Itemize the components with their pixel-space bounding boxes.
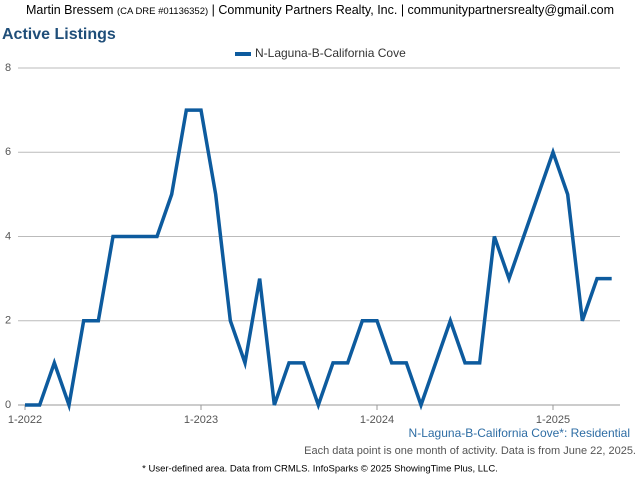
x-tick-label: 1-2025 (536, 414, 570, 426)
x-tick-label: 1-2022 (8, 414, 42, 426)
y-tick-label: 0 (5, 399, 11, 411)
legend-label: N-Laguna-B-California Cove (255, 46, 406, 60)
company: | Community Partners Realty, Inc. | comm… (212, 3, 614, 17)
y-tick-label: 2 (5, 315, 11, 327)
x-tick-label: 1-2023 (184, 414, 218, 426)
data-line (25, 108, 612, 412)
license: (CA DRE #01136352) (117, 6, 208, 17)
chart-title: Active Listings (2, 26, 116, 43)
header: Martin Bressem (CA DRE #01136352) | Comm… (26, 3, 614, 17)
source: * User-defined area. Data from CRMLS. In… (142, 464, 498, 475)
y-tick-label: 6 (5, 146, 11, 158)
y-tick-label: 4 (5, 230, 11, 242)
agent-name: Martin Bressem (26, 3, 114, 17)
x-tick-label: 1-2024 (360, 414, 394, 426)
y-tick-label: 8 (5, 62, 11, 74)
area-label: N-Laguna-B-California Cove*: Residential (409, 426, 630, 440)
note: Each data point is one month of activity… (304, 445, 636, 457)
